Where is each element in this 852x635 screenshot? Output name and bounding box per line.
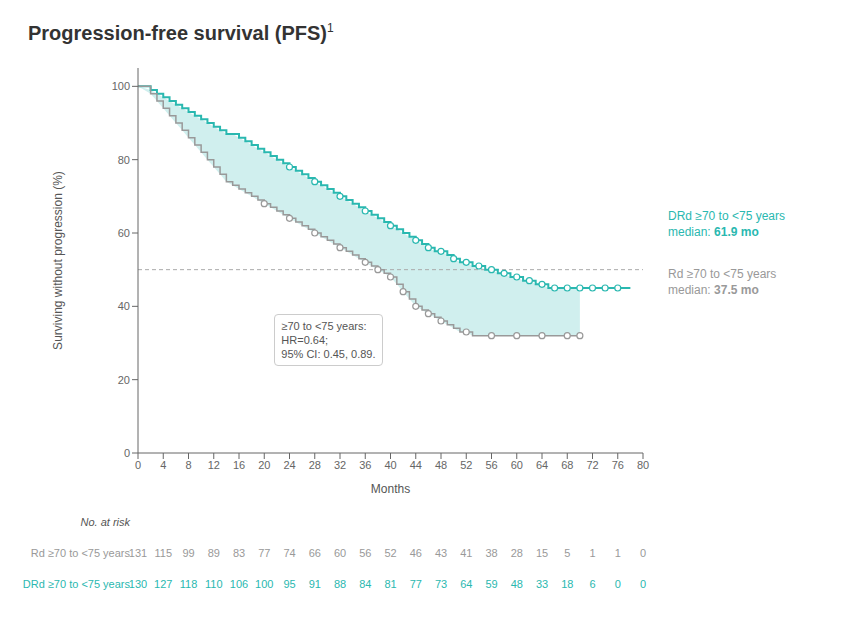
- svg-text:20: 20: [258, 459, 270, 471]
- svg-text:28: 28: [511, 547, 523, 559]
- svg-text:89: 89: [208, 547, 220, 559]
- svg-text:118: 118: [180, 578, 198, 590]
- svg-text:72: 72: [586, 459, 598, 471]
- svg-text:5: 5: [564, 547, 570, 559]
- html-text:Rd ≥70 to <75 years: Rd ≥70 to <75 years: [668, 267, 777, 281]
- svg-text:1: 1: [615, 547, 621, 559]
- svg-text:48: 48: [435, 459, 447, 471]
- svg-text:83: 83: [233, 547, 245, 559]
- svg-text:52: 52: [460, 459, 472, 471]
- svg-text:60: 60: [511, 459, 523, 471]
- svg-text:1: 1: [589, 547, 595, 559]
- svg-text:18: 18: [561, 578, 573, 590]
- html-text:DRd ≥70 to <75 years: DRd ≥70 to <75 years: [668, 209, 785, 223]
- svg-text:6: 6: [589, 578, 595, 590]
- svg-text:100: 100: [112, 80, 130, 92]
- svg-text:130: 130: [129, 578, 147, 590]
- svg-text:33: 33: [536, 578, 548, 590]
- svg-text:66: 66: [309, 547, 321, 559]
- svg-text:24: 24: [283, 459, 295, 471]
- svg-text:12: 12: [208, 459, 220, 471]
- svg-text:4: 4: [160, 459, 166, 471]
- html-text:Progression-free survival (PFS: Progression-free survival (PFS)1: [28, 21, 334, 44]
- svg-text:77: 77: [410, 578, 422, 590]
- svg-text:16: 16: [233, 459, 245, 471]
- svg-text:0: 0: [640, 547, 646, 559]
- svg-text:0: 0: [640, 578, 646, 590]
- svg-text:Months: Months: [371, 482, 410, 496]
- svg-text:56: 56: [485, 459, 497, 471]
- svg-text:60: 60: [334, 547, 346, 559]
- svg-text:81: 81: [384, 578, 396, 590]
- svg-text:127: 127: [154, 578, 172, 590]
- svg-text:52: 52: [384, 547, 396, 559]
- svg-text:40: 40: [384, 459, 396, 471]
- svg-text:80: 80: [637, 459, 649, 471]
- svg-text:Rd ≥70 to <75 years: Rd ≥70 to <75 years: [31, 547, 131, 559]
- svg-text:38: 38: [485, 547, 497, 559]
- svg-text:64: 64: [460, 578, 472, 590]
- svg-text:0: 0: [124, 447, 130, 459]
- svg-text:46: 46: [410, 547, 422, 559]
- svg-text:84: 84: [359, 578, 371, 590]
- svg-text:68: 68: [561, 459, 573, 471]
- svg-text:80: 80: [118, 154, 130, 166]
- svg-text:76: 76: [612, 459, 624, 471]
- svg-text:8: 8: [185, 459, 191, 471]
- svg-text:88: 88: [334, 578, 346, 590]
- svg-text:99: 99: [182, 547, 194, 559]
- svg-text:115: 115: [154, 547, 172, 559]
- svg-text:106: 106: [230, 578, 248, 590]
- svg-text:64: 64: [536, 459, 548, 471]
- svg-text:15: 15: [536, 547, 548, 559]
- svg-text:74: 74: [283, 547, 295, 559]
- svg-text:36: 36: [359, 459, 371, 471]
- svg-text:DRd ≥70 to <75 years: DRd ≥70 to <75 years: [23, 578, 131, 590]
- html-text:median: 37.5 mo: median: 37.5 mo: [668, 283, 759, 297]
- svg-text:43: 43: [435, 547, 447, 559]
- svg-text:95: 95: [283, 578, 295, 590]
- svg-text:41: 41: [460, 547, 472, 559]
- svg-text:131: 131: [129, 547, 147, 559]
- svg-text:59: 59: [485, 578, 497, 590]
- html-text:≥70 to <75 years: HR=0.64; 95%: ≥70 to <75 years: HR=0.64; 95% CI: 0.45,…: [281, 320, 376, 361]
- svg-text:40: 40: [118, 300, 130, 312]
- svg-text:56: 56: [359, 547, 371, 559]
- svg-text:No. at risk: No. at risk: [80, 516, 130, 528]
- svg-text:91: 91: [309, 578, 321, 590]
- svg-text:110: 110: [205, 578, 223, 590]
- html-text:median: 61.9 mo: median: 61.9 mo: [668, 225, 759, 239]
- svg-text:Surviving without progression: Surviving without progression (%): [51, 171, 65, 350]
- svg-text:28: 28: [309, 459, 321, 471]
- svg-text:48: 48: [511, 578, 523, 590]
- svg-text:73: 73: [435, 578, 447, 590]
- svg-text:0: 0: [135, 459, 141, 471]
- svg-text:44: 44: [410, 459, 422, 471]
- svg-text:20: 20: [118, 374, 130, 386]
- svg-text:77: 77: [258, 547, 270, 559]
- svg-text:32: 32: [334, 459, 346, 471]
- svg-text:100: 100: [255, 578, 273, 590]
- svg-text:0: 0: [615, 578, 621, 590]
- svg-text:60: 60: [118, 227, 130, 239]
